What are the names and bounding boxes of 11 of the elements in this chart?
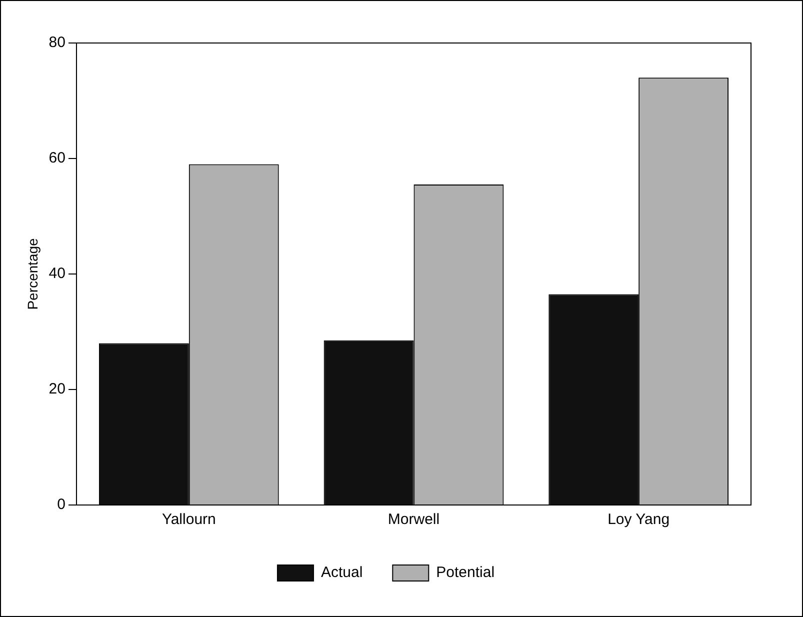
x-tick-label: Morwell <box>388 511 440 528</box>
y-tick-label: 0 <box>57 496 66 514</box>
y-tick-label: 60 <box>48 150 66 167</box>
legend-label: Actual <box>320 564 363 582</box>
y-tick-label: 40 <box>48 265 66 282</box>
y-tick-label: 80 <box>48 34 66 52</box>
x-tick-label: Loy Yang <box>608 511 670 528</box>
x-tick-label: Yallourn <box>162 511 216 528</box>
y-axis-title: Percentage <box>24 238 40 310</box>
legend-label: Potential <box>436 564 495 582</box>
y-tick-label: 20 <box>48 380 66 398</box>
